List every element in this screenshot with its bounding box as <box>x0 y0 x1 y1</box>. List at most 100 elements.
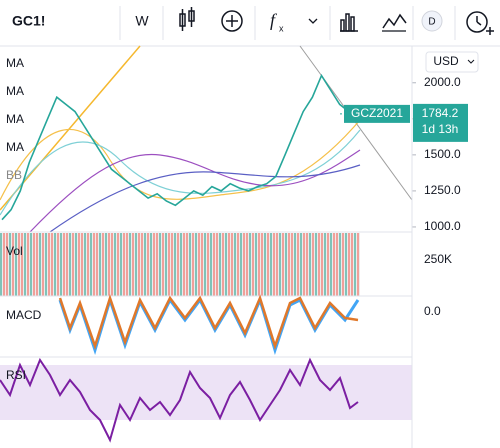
volume-bar <box>204 233 206 296</box>
volume-bar <box>180 233 182 296</box>
ma-line <box>29 149 361 233</box>
volume-bar <box>132 233 134 296</box>
volume-bar <box>327 233 329 296</box>
candle-icon[interactable] <box>179 7 195 31</box>
volume-bar <box>261 233 263 296</box>
volume-bar <box>51 233 53 296</box>
ma-line <box>0 119 361 201</box>
y-tick-label: 2000.0 <box>424 75 461 89</box>
volume-bar <box>216 233 218 296</box>
interval-button[interactable]: W <box>135 13 149 29</box>
volume-bar <box>183 233 185 296</box>
volume-bar <box>333 233 335 296</box>
volume-bar <box>306 233 308 296</box>
volume-bar <box>84 233 86 296</box>
volume-bar <box>285 233 287 296</box>
volume-bar <box>213 233 215 296</box>
indicators-button[interactable]: f <box>270 10 278 30</box>
volume-bar <box>255 233 257 296</box>
volume-bar <box>336 233 338 296</box>
volume-bar <box>288 233 290 296</box>
volume-bar <box>45 233 47 296</box>
volume-bar <box>273 233 275 296</box>
add-icon[interactable] <box>221 10 243 32</box>
currency-button[interactable] <box>425 51 479 73</box>
line-icon[interactable] <box>382 13 407 29</box>
volume-bar <box>291 233 293 296</box>
volume-bar <box>243 233 245 296</box>
separators <box>119 6 456 40</box>
volume-bar <box>228 233 230 296</box>
volume-bar <box>345 233 347 296</box>
price-pane <box>0 45 413 233</box>
volume-bar <box>9 233 11 296</box>
volume-bar <box>96 233 98 296</box>
indicator-label[interactable]: MA <box>6 112 24 126</box>
volume-bar <box>231 233 233 296</box>
indicator-label[interactable]: MA <box>6 56 24 70</box>
volume-bar <box>234 233 236 296</box>
bars-icon[interactable] <box>340 13 358 32</box>
volume-bar <box>144 233 146 296</box>
alert-icon[interactable] <box>466 11 494 35</box>
volume-bar <box>351 233 353 296</box>
volume-bar <box>156 233 158 296</box>
volume-bar <box>48 233 50 296</box>
macd-label[interactable]: MACD <box>6 308 42 322</box>
volume-bar <box>42 233 44 296</box>
rsi-line <box>0 357 359 443</box>
rsi-label[interactable]: RSI <box>6 368 26 382</box>
volume-bar <box>78 233 80 296</box>
volume-bar <box>135 233 137 296</box>
volume-tick: 250K <box>424 252 452 266</box>
volume-bar <box>111 233 113 296</box>
volume-bar <box>24 233 26 296</box>
volume-bar <box>294 233 296 296</box>
indicator-label[interactable]: MA <box>6 84 24 98</box>
volume-bar <box>189 233 191 296</box>
volume-bar <box>117 233 119 296</box>
volume-bar <box>3 233 5 296</box>
volume-bar <box>279 233 281 296</box>
volume-bar <box>177 233 179 296</box>
volume-bar <box>267 233 269 296</box>
macd-line <box>58 293 359 350</box>
volume-bar <box>102 233 104 296</box>
volume-bar <box>66 233 68 296</box>
symbol[interactable]: GC1! <box>12 13 45 29</box>
volume-bar <box>21 233 23 296</box>
volume-bar <box>246 233 248 296</box>
macd-tick: 0.0 <box>424 304 441 318</box>
volume-bar <box>315 233 317 296</box>
volume-bar <box>312 233 314 296</box>
volume-bar <box>120 233 122 296</box>
volume-label[interactable]: Vol <box>6 244 23 258</box>
volume-bar <box>126 233 128 296</box>
volume-bar <box>258 233 260 296</box>
volume-bar <box>138 233 140 296</box>
y-tick-label: 1500.0 <box>424 147 461 161</box>
rsi-band <box>0 365 412 420</box>
volume-bar <box>222 233 224 296</box>
day-button[interactable]: D <box>428 17 435 28</box>
ma-line <box>49 164 361 233</box>
volume-bar <box>219 233 221 296</box>
price-tag-box <box>413 103 468 142</box>
indicator-label[interactable]: MA <box>6 140 24 154</box>
volume-bar <box>123 233 125 296</box>
volume-bar <box>165 233 167 296</box>
symbol-tag <box>344 104 410 123</box>
volume-bar <box>93 233 95 296</box>
volume-bar <box>171 233 173 296</box>
volume-bar <box>354 233 356 296</box>
price-tag-countdown: 1d 13h <box>422 122 459 136</box>
indicators-x: x <box>279 23 284 33</box>
volume-bar <box>174 233 176 296</box>
volume-bar <box>249 233 251 296</box>
volume-bar <box>63 233 65 296</box>
currency[interactable]: USD <box>433 54 459 68</box>
chevron[interactable] <box>308 18 318 24</box>
price-line <box>1 73 359 221</box>
day-button-bg[interactable] <box>421 10 443 32</box>
indicator-label[interactable]: BB <box>6 168 22 182</box>
